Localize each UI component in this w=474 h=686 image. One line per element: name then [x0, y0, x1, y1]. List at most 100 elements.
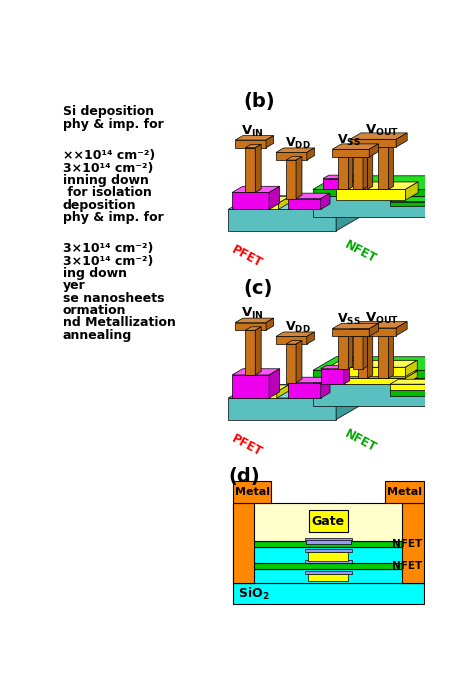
Polygon shape — [286, 160, 296, 198]
Polygon shape — [369, 323, 379, 336]
Text: $\mathbf{V_{SS}}$: $\mathbf{V_{SS}}$ — [337, 312, 361, 327]
Text: phy & imp. for: phy & imp. for — [63, 211, 164, 224]
Polygon shape — [228, 209, 336, 231]
Polygon shape — [313, 189, 435, 196]
Polygon shape — [288, 193, 330, 198]
Polygon shape — [269, 187, 280, 209]
Polygon shape — [276, 336, 307, 344]
Polygon shape — [276, 148, 314, 152]
Polygon shape — [328, 371, 417, 378]
Polygon shape — [396, 322, 407, 335]
Polygon shape — [378, 147, 389, 189]
Text: nd Metallization: nd Metallization — [63, 316, 176, 329]
Polygon shape — [336, 182, 418, 189]
Bar — [304, 571, 352, 573]
Text: (c): (c) — [244, 279, 273, 298]
Polygon shape — [313, 182, 458, 196]
Polygon shape — [313, 196, 435, 217]
Polygon shape — [358, 144, 373, 147]
Polygon shape — [313, 370, 458, 384]
Polygon shape — [358, 335, 368, 378]
Polygon shape — [313, 370, 435, 378]
Text: $\mathbf{V_{IN}}$: $\mathbf{V_{IN}}$ — [241, 123, 264, 139]
Polygon shape — [336, 196, 359, 231]
Polygon shape — [286, 341, 302, 344]
Bar — [233, 503, 424, 541]
Polygon shape — [435, 370, 458, 405]
Text: NFET: NFET — [392, 539, 422, 549]
Polygon shape — [435, 197, 443, 206]
Bar — [233, 569, 424, 583]
Polygon shape — [368, 144, 373, 189]
Polygon shape — [338, 154, 353, 157]
Bar — [233, 563, 424, 569]
Polygon shape — [363, 154, 367, 189]
Text: $\mathbf{V_{DD}}$: $\mathbf{V_{DD}}$ — [284, 136, 310, 151]
Polygon shape — [228, 384, 359, 398]
Polygon shape — [363, 334, 367, 369]
Polygon shape — [245, 330, 255, 375]
Polygon shape — [277, 385, 289, 398]
Text: Metal: Metal — [387, 487, 422, 497]
Polygon shape — [368, 333, 373, 378]
Polygon shape — [321, 366, 350, 369]
Polygon shape — [235, 392, 277, 398]
Polygon shape — [313, 357, 458, 370]
Polygon shape — [435, 357, 458, 378]
Polygon shape — [266, 318, 273, 330]
Text: PFET: PFET — [230, 432, 265, 459]
Polygon shape — [235, 322, 266, 330]
Bar — [304, 560, 352, 563]
Polygon shape — [245, 327, 261, 330]
Bar — [233, 481, 272, 503]
Polygon shape — [435, 379, 443, 390]
Text: annealing: annealing — [63, 329, 132, 342]
Bar — [233, 541, 424, 547]
Polygon shape — [332, 323, 379, 329]
Polygon shape — [321, 193, 330, 209]
Polygon shape — [323, 178, 345, 189]
Polygon shape — [389, 144, 393, 189]
Polygon shape — [296, 156, 302, 198]
Polygon shape — [348, 154, 353, 189]
Polygon shape — [288, 198, 321, 209]
Text: 3×10¹⁴ cm⁻²): 3×10¹⁴ cm⁻²) — [63, 162, 153, 175]
Polygon shape — [332, 144, 379, 150]
Text: $\mathbf{V_{OUT}}$: $\mathbf{V_{OUT}}$ — [365, 311, 400, 327]
Text: 3×10¹⁴ cm⁻²): 3×10¹⁴ cm⁻²) — [63, 242, 153, 255]
Polygon shape — [390, 202, 435, 206]
Polygon shape — [435, 386, 443, 397]
Polygon shape — [378, 335, 389, 378]
Text: $\mathbf{SiO_2}$: $\mathbf{SiO_2}$ — [237, 586, 269, 602]
Polygon shape — [353, 157, 363, 189]
Polygon shape — [321, 377, 330, 398]
Text: NFET: NFET — [392, 561, 422, 571]
Polygon shape — [288, 377, 330, 383]
Polygon shape — [328, 378, 405, 384]
Polygon shape — [369, 144, 379, 157]
Polygon shape — [345, 175, 350, 189]
Polygon shape — [276, 332, 314, 336]
Polygon shape — [232, 369, 280, 375]
Polygon shape — [332, 150, 369, 157]
Polygon shape — [358, 333, 373, 335]
Text: deposition: deposition — [63, 198, 137, 211]
Polygon shape — [390, 390, 435, 397]
Polygon shape — [378, 144, 393, 147]
Text: PFET: PFET — [230, 244, 265, 270]
Text: ××10¹⁴ cm⁻²): ××10¹⁴ cm⁻²) — [63, 150, 155, 163]
Text: Si deposition: Si deposition — [63, 106, 154, 119]
Polygon shape — [350, 133, 407, 139]
Polygon shape — [389, 333, 393, 378]
Polygon shape — [236, 196, 290, 203]
Text: $\mathbf{V_{OUT}}$: $\mathbf{V_{OUT}}$ — [365, 123, 400, 138]
Bar — [306, 540, 351, 543]
Polygon shape — [405, 182, 418, 200]
Polygon shape — [396, 133, 407, 147]
Polygon shape — [235, 385, 289, 392]
Polygon shape — [338, 157, 348, 189]
Polygon shape — [321, 369, 344, 384]
Text: ing down: ing down — [63, 267, 127, 280]
Bar — [309, 510, 347, 532]
Polygon shape — [435, 176, 458, 196]
